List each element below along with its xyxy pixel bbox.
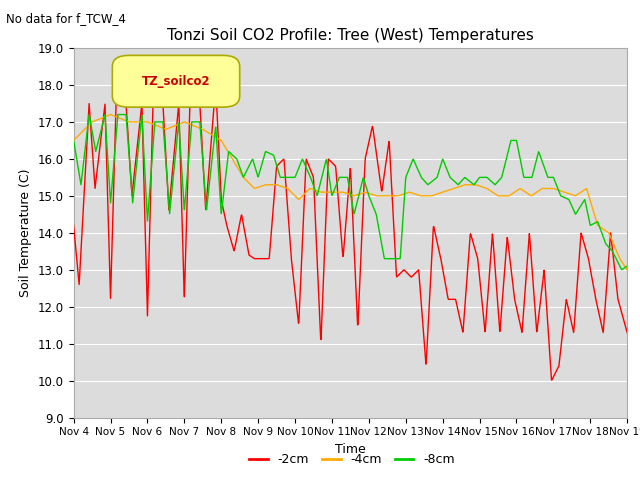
-8cm <box>70 137 77 143</box>
-4cm <box>385 193 393 199</box>
-2cm <box>316 328 324 334</box>
-2cm <box>135 128 143 133</box>
-8cm <box>114 112 122 118</box>
Title: Tonzi Soil CO2 Profile: Tree (West) Temperatures: Tonzi Soil CO2 Profile: Tree (West) Temp… <box>167 28 534 43</box>
-2cm <box>385 139 393 144</box>
-8cm <box>113 129 120 135</box>
Line: -8cm: -8cm <box>74 115 627 270</box>
-8cm <box>136 136 143 142</box>
-4cm <box>623 267 631 273</box>
Text: No data for f_TCW_4: No data for f_TCW_4 <box>6 12 126 25</box>
Text: TZ_soilco2: TZ_soilco2 <box>141 75 211 88</box>
-2cm <box>623 330 631 336</box>
-4cm <box>316 189 324 195</box>
-4cm <box>136 119 143 125</box>
-2cm <box>212 84 220 90</box>
-4cm <box>70 137 77 143</box>
-2cm <box>305 163 313 168</box>
-2cm <box>70 223 77 228</box>
-8cm <box>385 256 393 262</box>
-4cm <box>107 112 115 118</box>
-8cm <box>326 182 334 188</box>
-4cm <box>113 114 121 120</box>
-2cm <box>548 377 556 383</box>
Line: -2cm: -2cm <box>74 87 627 380</box>
X-axis label: Time: Time <box>335 443 366 456</box>
-4cm <box>326 189 334 195</box>
-2cm <box>113 100 120 106</box>
-8cm <box>316 180 324 186</box>
Legend: -2cm, -4cm, -8cm: -2cm, -4cm, -8cm <box>244 448 460 471</box>
-8cm <box>305 170 313 176</box>
-4cm <box>305 187 313 192</box>
-8cm <box>618 267 625 273</box>
-8cm <box>623 263 631 269</box>
FancyBboxPatch shape <box>113 55 240 107</box>
Y-axis label: Soil Temperature (C): Soil Temperature (C) <box>19 168 32 297</box>
Line: -4cm: -4cm <box>74 115 627 270</box>
-2cm <box>326 158 334 164</box>
